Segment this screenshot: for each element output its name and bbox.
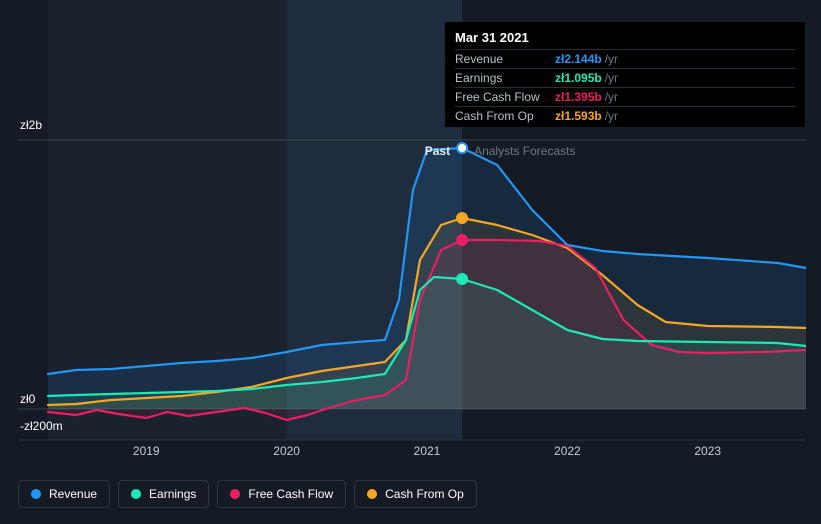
tooltip-value: zł1.095b [555, 71, 602, 85]
legend-label: Earnings [149, 487, 196, 501]
tooltip-row: Revenuezł2.144b/yr [455, 49, 795, 68]
legend-dot-icon [31, 489, 41, 499]
svg-text:zł0: zł0 [20, 392, 36, 406]
svg-text:Analysts Forecasts: Analysts Forecasts [474, 144, 575, 158]
tooltip-label: Free Cash Flow [455, 90, 555, 104]
legend-dot-icon [230, 489, 240, 499]
svg-text:Past: Past [425, 144, 450, 158]
tooltip-label: Earnings [455, 71, 555, 85]
svg-text:2021: 2021 [414, 444, 441, 458]
legend-item-free_cash_flow[interactable]: Free Cash Flow [217, 480, 346, 508]
tooltip-row: Earningszł1.095b/yr [455, 68, 795, 87]
tooltip-value: zł1.593b [555, 109, 602, 123]
tooltip-unit: /yr [605, 71, 618, 85]
legend-label: Free Cash Flow [248, 487, 333, 501]
legend-item-cash_from_op[interactable]: Cash From Op [354, 480, 477, 508]
tooltip-value: zł2.144b [555, 52, 602, 66]
tooltip-value: zł1.395b [555, 90, 602, 104]
tooltip-date: Mar 31 2021 [455, 28, 795, 49]
svg-text:2022: 2022 [554, 444, 581, 458]
legend-label: Cash From Op [385, 487, 464, 501]
chart-tooltip: Mar 31 2021 Revenuezł2.144b/yrEarningszł… [445, 22, 805, 127]
tooltip-label: Revenue [455, 52, 555, 66]
tooltip-unit: /yr [605, 90, 618, 104]
svg-text:2020: 2020 [273, 444, 300, 458]
svg-text:2019: 2019 [133, 444, 160, 458]
svg-text:zł2b: zł2b [20, 118, 42, 132]
tooltip-unit: /yr [605, 109, 618, 123]
tooltip-row: Free Cash Flowzł1.395b/yr [455, 87, 795, 106]
legend-item-earnings[interactable]: Earnings [118, 480, 209, 508]
svg-text:-zł200m: -zł200m [20, 419, 63, 433]
legend-item-revenue[interactable]: Revenue [18, 480, 110, 508]
svg-text:2023: 2023 [694, 444, 721, 458]
tooltip-label: Cash From Op [455, 109, 555, 123]
legend-label: Revenue [49, 487, 97, 501]
tooltip-row: Cash From Opzł1.593b/yr [455, 106, 795, 125]
legend-dot-icon [367, 489, 377, 499]
legend: Revenue Earnings Free Cash Flow Cash From O… [18, 480, 477, 508]
tooltip-unit: /yr [605, 52, 618, 66]
legend-dot-icon [131, 489, 141, 499]
